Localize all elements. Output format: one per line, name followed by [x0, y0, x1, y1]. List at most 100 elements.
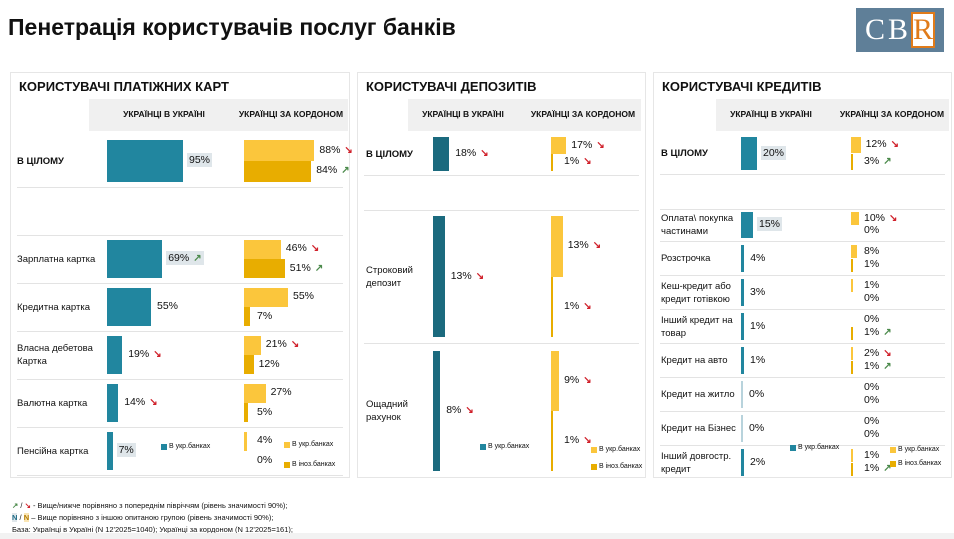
value-label: 1% ↗ [862, 325, 894, 339]
bar-abroad-foreign-banks [551, 276, 553, 337]
value-text: 46% [285, 242, 307, 255]
value-label: 0% [862, 380, 881, 394]
panel-title: КОРИСТУВАЧІ КРЕДИТІВ [662, 79, 822, 94]
trend-down-icon: ↘ [465, 405, 474, 416]
bar-abroad-ua-banks [551, 137, 567, 154]
row-label-text: Ощадний рахунок [366, 399, 408, 423]
row-label-text: Власна дебетова Картка [17, 343, 93, 367]
value-label: 12% ↘ [864, 137, 901, 151]
value-text: 1% [864, 462, 880, 475]
value-label: 9% ↘ [562, 373, 594, 387]
column-header-band [89, 99, 348, 131]
row-label-text: Кредит на авто [661, 355, 728, 366]
value-text: 88% [319, 143, 341, 156]
row-label: Строковий депозит [366, 210, 436, 343]
trend-down-icon: ↘ [596, 139, 605, 151]
value-text: 0% [864, 414, 880, 427]
legend-swatch [591, 446, 597, 453]
row-divider [660, 377, 945, 378]
legend-ua-banks: В укр.банках [161, 443, 210, 450]
value-text: 8% [446, 404, 462, 416]
column-header-band [716, 99, 949, 131]
chart-panel-1: КОРИСТУВАЧІ ПЛАТІЖНИХ КАРТ УКРАЇНЦІ В УКР… [10, 72, 353, 478]
value-text: 69% [168, 252, 190, 264]
value-text: 10% [864, 211, 886, 224]
value-text: 84% [316, 164, 338, 177]
value-label: 8% [862, 244, 881, 258]
value-label: 19% ↘ [126, 347, 163, 361]
bar-abroad-ua-banks [551, 351, 560, 411]
value-text: 4% [750, 251, 766, 264]
row-divider [660, 445, 945, 446]
value-text: 5% [257, 405, 273, 418]
value-label: 4% [748, 251, 767, 265]
bar-abroad-ua-banks [851, 245, 858, 259]
trend-down-icon: ↘ [149, 397, 158, 408]
bar-abroad-foreign-banks [851, 258, 853, 272]
trend-down-icon: ↘ [583, 300, 592, 312]
legend-abroad-ua-banks: В укр.банках [284, 441, 333, 448]
value-text: 20% [763, 146, 785, 159]
trend-down-icon: ↘ [592, 240, 602, 252]
row-label-text: Оплата\ покупка частинами [661, 213, 734, 237]
legend-label: В укр.банках [599, 446, 641, 453]
value-text: 27% [270, 386, 292, 399]
value-text: 0% [864, 428, 880, 441]
row-label: Пенсійна картка [17, 427, 112, 475]
row-label-text: Валютна картка [17, 397, 88, 409]
row-label: Ощадний рахунок [366, 345, 436, 477]
value-label: 0% [747, 421, 766, 435]
bar-abroad-ua-banks [851, 279, 853, 293]
value-label: 84% ↗ [314, 163, 351, 177]
value-label: 1% [862, 448, 881, 462]
bar-abroad-foreign-banks [851, 153, 854, 170]
row-divider [660, 343, 945, 344]
bar-ua [741, 212, 753, 238]
bar-ua [433, 137, 450, 171]
row-label-text: Кеш-кредит або кредит готівкою [661, 280, 731, 305]
legend-swatch [161, 443, 167, 450]
page-title: Пенетрація користувачів послуг банків [8, 14, 456, 40]
row-label-text: В ЦІЛОМУ [661, 148, 708, 159]
trend-down-icon: ↘ [583, 435, 592, 446]
bar-ua [741, 415, 743, 442]
value-text: 21% [265, 338, 287, 351]
footnote-base: База: Українці в Україні (N 12'2025=1040… [12, 525, 293, 534]
value-text: 0% [864, 292, 880, 305]
legend-ua-banks: В укр.банках [480, 443, 529, 450]
row-divider [364, 343, 639, 344]
value-label: 51% ↗ [288, 261, 325, 275]
legend-label: В укр.банках [292, 441, 334, 448]
bar-ua [107, 431, 113, 471]
value-label: 12% [257, 357, 282, 371]
legend-abroad-foreign-banks: В іноз.банках [284, 461, 335, 468]
column-header-abroad: УКРАЇНЦІ ЗА КОРДОНОМ [238, 109, 344, 119]
legend-label: В укр.банках [798, 444, 840, 451]
legend-ua-banks: В укр.банках [790, 444, 839, 451]
bar-abroad-foreign-banks [244, 307, 250, 327]
value-label: 69% ↗ [166, 251, 204, 265]
bar-ua [107, 383, 119, 423]
value-label: 0% [862, 291, 881, 305]
row-label: В ЦІЛОМУ [366, 133, 436, 175]
row-label-text: В ЦІЛОМУ [366, 148, 413, 160]
value-text: 8% [864, 244, 880, 257]
bar-abroad-ua-banks [851, 137, 861, 154]
bar-abroad-foreign-banks [551, 154, 553, 171]
row-label-text: В ЦІЛОМУ [17, 155, 64, 167]
trend-down-icon: ↘ [475, 270, 485, 282]
row-divider [660, 309, 945, 310]
bar-ua [741, 347, 744, 374]
row-label-text: Кредит на житло [661, 389, 735, 400]
value-label: 1% [862, 257, 881, 271]
value-label: 3% [748, 285, 767, 299]
trend-down-icon: ↘ [344, 144, 353, 156]
bar-abroad-ua-banks [244, 335, 261, 355]
trend-down-icon: ↘ [883, 347, 892, 359]
row-label: Зарплатна картка [17, 235, 112, 283]
row-divider [660, 411, 945, 412]
value-label: 0% [862, 393, 881, 407]
value-label: 1% ↘ [562, 299, 594, 313]
row-divider [660, 209, 945, 210]
column-header-band [408, 99, 641, 131]
